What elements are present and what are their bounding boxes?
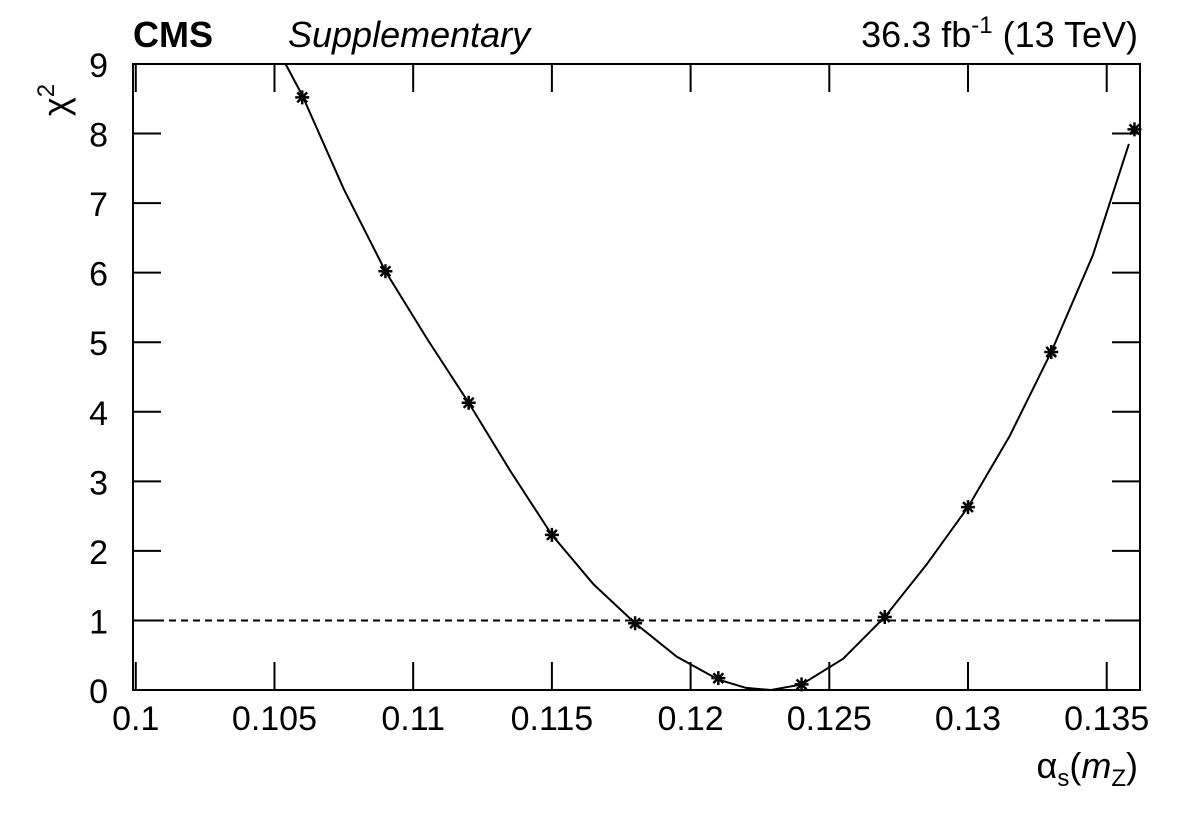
y-tick-label: 9 (89, 47, 108, 85)
plot-frame (132, 63, 1141, 691)
status: Supplementary (288, 14, 532, 55)
lumi-exp: -1 (971, 12, 992, 39)
x-tick-label: 0.13 (935, 700, 1001, 738)
y-tick-label: 6 (89, 256, 108, 294)
y-tick-label: 7 (89, 186, 108, 224)
y-tick-label: 0 (89, 673, 108, 711)
x-tick-label: 0.11 (381, 700, 445, 738)
lumi-energy: (13 TeV) (993, 14, 1138, 55)
data-point (1127, 122, 1142, 137)
y-tick-label: 1 (89, 603, 108, 641)
y-label-base: χ (35, 97, 76, 116)
x-label-paren: ( (1069, 745, 1081, 786)
y-tick-label: 8 (89, 117, 108, 155)
x-label-arg-sub: Z (1111, 765, 1126, 792)
x-label-paren: ) (1126, 745, 1138, 786)
x-tick-label: 0.1 (112, 700, 159, 738)
fit-curve (284, 63, 1130, 692)
data-point (711, 671, 726, 686)
y-label: χ2 (33, 84, 76, 116)
x-tick-label: 0.135 (1064, 700, 1149, 738)
y-label-exp: 2 (33, 84, 60, 97)
x-tick-label: 0.115 (511, 700, 594, 738)
x-label-arg: m (1081, 745, 1111, 786)
x-tick-label: 0.12 (658, 700, 724, 738)
y-tick-label: 2 (89, 534, 108, 572)
x-label-sub: s (1057, 765, 1069, 792)
experiment: CMS (133, 14, 213, 55)
lumi-value: 36.3 fb (861, 14, 971, 55)
lumi: 36.3 fb-1 (13 TeV) (861, 12, 1138, 55)
y-tick-label: 4 (89, 395, 108, 433)
x-tick-label: 0.105 (232, 700, 317, 738)
y-tick-label: 5 (89, 325, 108, 363)
x-label-base: α (1037, 745, 1058, 786)
y-tick-label: 3 (89, 464, 108, 502)
x-label: αs(mZ) (1037, 745, 1138, 792)
x-tick-label: 0.125 (787, 700, 872, 738)
